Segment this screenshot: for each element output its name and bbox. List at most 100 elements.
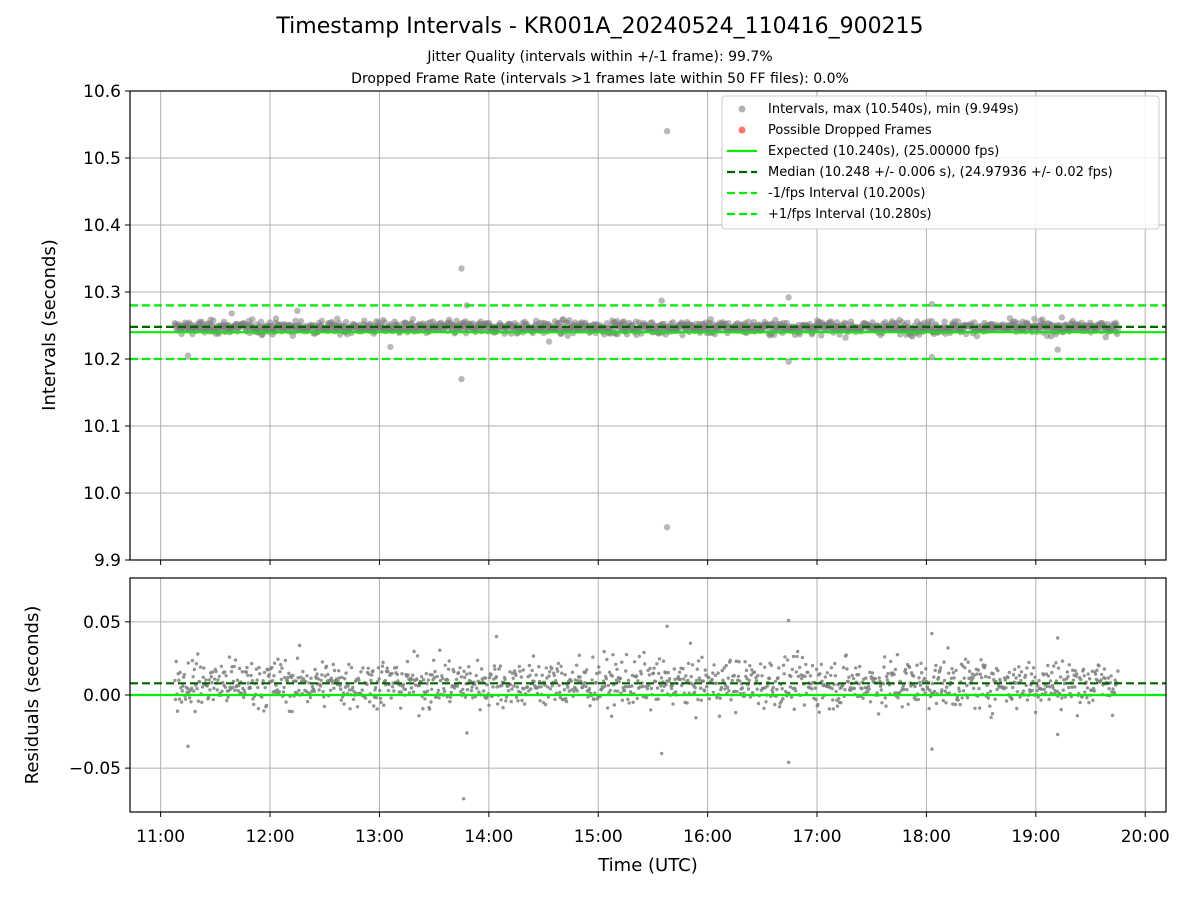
data-point xyxy=(355,705,360,709)
data-point xyxy=(225,698,229,703)
data-point xyxy=(672,667,676,671)
data-point xyxy=(454,677,459,682)
data-point xyxy=(278,670,282,674)
data-point xyxy=(841,683,845,687)
data-point xyxy=(343,685,348,689)
data-point xyxy=(713,673,718,678)
data-point xyxy=(198,680,202,684)
x-tick-label: 11:00 xyxy=(136,827,185,847)
data-point xyxy=(694,716,698,720)
data-point xyxy=(365,682,369,686)
data-point xyxy=(270,665,274,670)
data-point xyxy=(1111,687,1115,691)
data-point xyxy=(829,666,834,670)
data-point xyxy=(261,679,265,683)
data-point xyxy=(1113,320,1120,328)
data-point xyxy=(928,300,936,308)
data-point xyxy=(1045,684,1049,689)
data-point xyxy=(868,670,872,674)
data-point xyxy=(360,688,364,692)
y-tick-label: 0.05 xyxy=(83,613,121,633)
data-point xyxy=(764,700,768,704)
data-point xyxy=(547,670,552,674)
data-point xyxy=(307,681,311,685)
data-point xyxy=(707,675,711,680)
data-point xyxy=(966,660,970,664)
data-point xyxy=(508,670,512,674)
data-point xyxy=(930,747,934,751)
data-point xyxy=(575,689,579,693)
data-point xyxy=(407,691,412,695)
data-point xyxy=(991,672,995,676)
data-point xyxy=(1075,672,1079,676)
data-point xyxy=(573,678,577,682)
data-point xyxy=(518,669,522,673)
data-point xyxy=(924,667,928,671)
data-point xyxy=(272,315,280,322)
data-point xyxy=(690,682,694,686)
data-point xyxy=(297,643,302,648)
data-point xyxy=(1054,661,1058,665)
data-point xyxy=(1054,679,1059,683)
data-point xyxy=(718,696,722,700)
data-point xyxy=(667,677,672,681)
data-point xyxy=(421,707,425,711)
data-point xyxy=(297,318,305,325)
data-point xyxy=(881,681,885,686)
data-point xyxy=(996,668,1000,673)
data-point xyxy=(318,684,323,688)
data-point xyxy=(884,704,888,708)
data-point xyxy=(769,663,774,668)
data-point xyxy=(177,697,182,701)
data-point xyxy=(973,332,981,340)
data-point xyxy=(652,666,656,670)
data-point xyxy=(1051,686,1055,690)
data-point xyxy=(1046,674,1051,678)
data-point xyxy=(703,668,707,672)
data-point xyxy=(279,677,284,682)
data-point xyxy=(301,669,305,674)
data-point xyxy=(587,687,592,691)
data-point xyxy=(511,676,515,680)
residuals-points xyxy=(173,618,1120,801)
data-point xyxy=(425,681,429,686)
data-point xyxy=(601,679,606,683)
data-point xyxy=(527,663,532,668)
data-point xyxy=(806,670,810,675)
data-point xyxy=(430,687,434,691)
data-point xyxy=(590,678,594,682)
data-point xyxy=(866,684,871,689)
data-point xyxy=(946,646,950,650)
data-point xyxy=(1042,673,1046,677)
data-point xyxy=(690,663,695,667)
data-point xyxy=(792,707,796,711)
data-point xyxy=(308,695,312,700)
data-point xyxy=(673,677,677,682)
data-point xyxy=(1102,334,1109,341)
data-point xyxy=(489,673,493,677)
data-point xyxy=(200,685,205,689)
data-point xyxy=(732,673,736,678)
data-point xyxy=(1078,700,1082,705)
data-point xyxy=(425,689,430,693)
data-point xyxy=(930,631,934,636)
data-point xyxy=(627,701,631,705)
data-point xyxy=(545,685,550,689)
data-point xyxy=(400,672,404,676)
data-point xyxy=(603,320,611,327)
data-point xyxy=(689,674,693,679)
data-point xyxy=(686,661,691,666)
data-point xyxy=(233,688,237,692)
data-point xyxy=(851,676,856,681)
data-point xyxy=(951,671,956,675)
data-point xyxy=(547,674,551,678)
data-point xyxy=(175,709,180,713)
data-point xyxy=(789,674,793,679)
data-point xyxy=(510,687,514,691)
data-point xyxy=(988,704,992,708)
data-point xyxy=(494,675,499,679)
data-point xyxy=(833,661,837,666)
y-tick-label: 10.6 xyxy=(83,82,121,102)
data-point xyxy=(760,674,764,678)
data-point xyxy=(952,676,956,680)
